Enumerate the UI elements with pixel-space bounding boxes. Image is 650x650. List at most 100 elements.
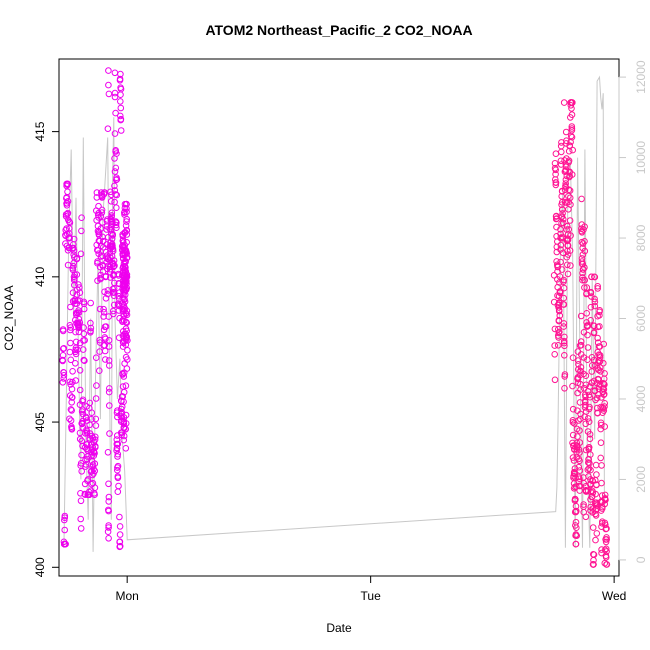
data-point xyxy=(116,523,124,530)
y2-tick-label: 0 xyxy=(634,556,648,563)
x-axis: Mon Tue Wed xyxy=(116,575,626,603)
data-point xyxy=(102,295,110,302)
data-point xyxy=(601,491,609,499)
data-point xyxy=(120,388,128,396)
data-point xyxy=(557,258,564,266)
data-point xyxy=(96,237,103,245)
data-point xyxy=(569,431,577,439)
y-axis-right: 0 2000 4000 6000 8000 10000 12000 xyxy=(618,60,648,563)
data-point xyxy=(109,231,116,238)
data-point xyxy=(100,305,107,313)
data-point xyxy=(603,525,610,532)
data-point xyxy=(561,342,568,350)
data-point xyxy=(584,466,592,474)
data-point xyxy=(601,370,608,377)
data-point xyxy=(552,166,560,174)
data-point xyxy=(79,406,86,414)
data-point xyxy=(101,347,109,355)
data-point xyxy=(87,324,95,332)
data-point xyxy=(111,182,118,190)
data-point xyxy=(561,352,568,359)
data-point xyxy=(76,435,84,443)
data-point xyxy=(600,340,608,348)
data-point xyxy=(582,420,590,428)
data-point xyxy=(593,530,601,537)
data-point xyxy=(113,224,120,231)
data-point xyxy=(116,542,124,550)
data-point xyxy=(556,273,564,280)
data-point xyxy=(586,459,593,467)
data-point xyxy=(82,413,90,421)
data-point xyxy=(60,372,68,379)
data-point xyxy=(566,247,574,254)
data-point xyxy=(59,327,67,335)
chart-title: ATOM2 Northeast_Pacific_2 CO2_NOAA xyxy=(205,22,472,38)
data-point xyxy=(585,444,593,451)
data-point xyxy=(100,309,108,316)
data-point xyxy=(574,433,581,440)
data-point xyxy=(66,392,74,399)
data-point xyxy=(565,186,573,193)
data-point xyxy=(124,356,131,363)
data-point xyxy=(603,561,611,568)
data-point xyxy=(582,381,590,389)
data-point xyxy=(123,226,131,234)
data-point xyxy=(601,423,609,430)
data-point xyxy=(114,474,122,482)
data-point xyxy=(114,413,121,421)
secondary-line xyxy=(63,75,605,552)
data-point xyxy=(104,449,112,456)
data-point xyxy=(603,536,611,543)
data-point xyxy=(592,396,599,404)
data-point xyxy=(106,430,113,437)
data-point xyxy=(578,195,585,203)
data-point xyxy=(73,271,81,278)
data-point xyxy=(110,289,118,296)
data-point xyxy=(591,298,599,306)
data-point xyxy=(562,128,570,136)
data-point xyxy=(77,515,84,523)
data-point xyxy=(78,420,86,428)
data-point xyxy=(92,444,99,451)
data-point xyxy=(98,209,106,216)
data-point xyxy=(591,387,599,394)
data-point xyxy=(566,217,574,224)
data-point xyxy=(552,150,560,157)
data-point xyxy=(556,299,563,307)
data-point xyxy=(561,385,568,392)
data-point xyxy=(99,219,106,226)
data-point xyxy=(557,157,565,165)
data-point xyxy=(580,354,588,361)
data-point xyxy=(123,277,130,285)
data-point xyxy=(61,526,68,534)
data-point xyxy=(91,491,98,499)
y-axis-label: CO2_NOAA xyxy=(2,285,16,350)
data-point xyxy=(579,251,587,258)
data-point xyxy=(69,394,76,401)
data-point xyxy=(68,407,75,414)
data-point xyxy=(557,241,565,249)
data-point xyxy=(113,447,120,454)
data-point xyxy=(76,289,84,297)
data-point xyxy=(116,531,124,538)
data-point xyxy=(582,487,590,495)
data-point xyxy=(110,292,118,300)
data-point xyxy=(122,425,129,433)
data-point xyxy=(72,344,80,352)
data-point xyxy=(596,308,603,316)
data-point xyxy=(114,453,121,460)
data-point xyxy=(123,284,131,292)
data-point xyxy=(568,171,576,178)
data-point xyxy=(69,368,76,375)
data-point xyxy=(600,359,607,367)
data-point xyxy=(116,513,123,521)
data-point xyxy=(559,215,567,223)
data-point xyxy=(597,439,605,447)
data-point xyxy=(105,480,112,488)
data-point xyxy=(64,209,72,217)
data-point xyxy=(560,284,568,292)
data-point xyxy=(112,109,119,117)
data-point xyxy=(582,401,589,409)
data-point xyxy=(62,226,69,234)
data-point xyxy=(66,415,73,423)
